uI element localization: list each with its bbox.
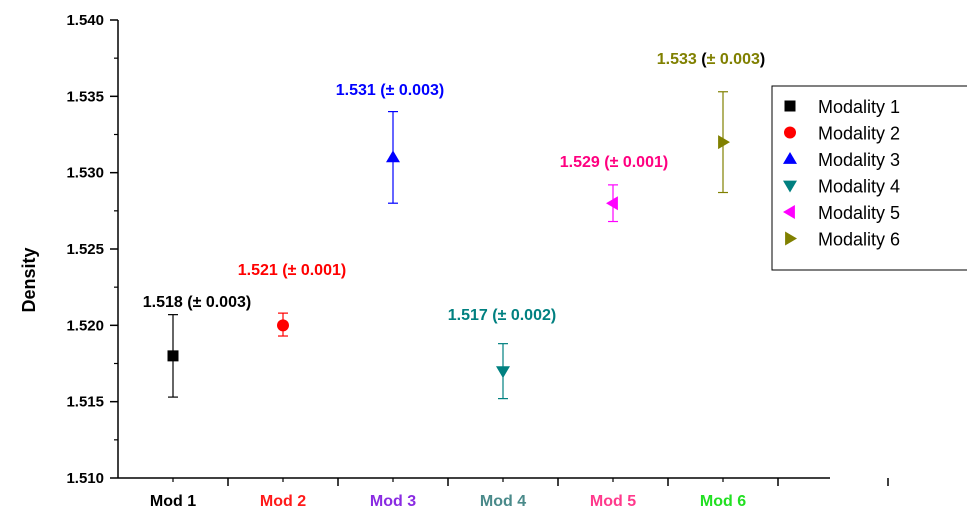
annotation-error: (± 0.003) bbox=[187, 294, 251, 311]
x-category-label: Mod 1 bbox=[150, 493, 196, 510]
annotation-1: 1.518 (± 0.003) bbox=[143, 294, 251, 311]
annotation-error: (± 0.002) bbox=[492, 307, 556, 324]
data-point-6 bbox=[718, 135, 730, 150]
annotation-paren: ( bbox=[701, 51, 707, 68]
legend-label: Modality 2 bbox=[818, 124, 900, 144]
data-point-5 bbox=[606, 196, 618, 211]
legend-box bbox=[771, 85, 967, 271]
annotation-5: 1.529 (± 0.001) bbox=[560, 154, 668, 171]
x-category-label: Mod 2 bbox=[260, 493, 306, 510]
annotation-value: 1.518 bbox=[143, 294, 183, 311]
y-tick-label: 1.515 bbox=[66, 394, 104, 411]
legend-marker-2 bbox=[784, 126, 796, 139]
annotation-value: 1.517 bbox=[448, 307, 488, 324]
annotation-4: 1.517 (± 0.002) bbox=[448, 307, 556, 324]
legend-marker-1 bbox=[784, 100, 796, 112]
annotation-value: 1.533 bbox=[657, 51, 697, 68]
x-category-label: Mod 6 bbox=[700, 493, 746, 510]
annotation-error: (± 0.003) bbox=[380, 82, 444, 99]
y-tick-label: 1.530 bbox=[66, 165, 104, 182]
legend-marker-6 bbox=[785, 231, 797, 246]
data-point-4 bbox=[496, 366, 510, 379]
y-tick-label: 1.540 bbox=[66, 12, 104, 29]
legend-label: Modality 3 bbox=[818, 150, 900, 170]
value-annotations: 1.518 (± 0.003) 1.521 (± 0.001) 1.531 (± 0… bbox=[143, 51, 765, 324]
annotation-value: 1.521 bbox=[238, 262, 278, 279]
legend: Modality 1 Modality 2 Modality 3 Modality 4… bbox=[771, 85, 967, 271]
y-tick-label: 1.525 bbox=[66, 241, 104, 258]
annotation-value: 1.529 bbox=[560, 154, 600, 171]
y-axis-title: Density bbox=[19, 247, 39, 312]
legend-label: Modality 5 bbox=[818, 203, 900, 223]
data-point-2 bbox=[277, 319, 289, 332]
y-tick-label: 1.520 bbox=[66, 317, 104, 334]
annotation-2: 1.521 (± 0.001) bbox=[238, 262, 346, 279]
x-category-label: Mod 5 bbox=[590, 493, 636, 510]
legend-marker-3 bbox=[783, 152, 797, 164]
legend-marker-4 bbox=[783, 180, 797, 193]
annotation-3: 1.531 (± 0.003) bbox=[336, 82, 444, 99]
y-axis: 1.510 1.515 1.520 1.525 1.530 1.535 1.540 bbox=[66, 12, 119, 487]
legend-label: Modality 1 bbox=[818, 97, 900, 117]
x-axis: Mod 1 Mod 2 Mod 3 Mod 4 Mod 5 Mod 6 bbox=[118, 477, 889, 510]
annotation-error: (± 0.001) bbox=[282, 262, 346, 279]
x-category-label: Mod 3 bbox=[370, 493, 416, 510]
legend-label: Modality 4 bbox=[818, 177, 900, 197]
annotation-error: (± 0.001) bbox=[604, 154, 668, 171]
annotation-paren: ) bbox=[760, 51, 765, 68]
y-tick-label: 1.510 bbox=[66, 470, 104, 487]
data-point-1 bbox=[167, 350, 179, 362]
legend-marker-5 bbox=[783, 205, 795, 219]
y-tick-label: 1.535 bbox=[66, 88, 104, 105]
annotation-error: ± 0.003 bbox=[707, 51, 760, 68]
x-category-label: Mod 4 bbox=[480, 493, 526, 510]
annotation-value: 1.531 bbox=[336, 82, 376, 99]
annotation-6: 1.533 (± 0.003) bbox=[657, 51, 765, 68]
legend-label: Modality 6 bbox=[818, 230, 900, 250]
data-markers bbox=[167, 91, 730, 400]
data-point-3 bbox=[386, 150, 400, 163]
